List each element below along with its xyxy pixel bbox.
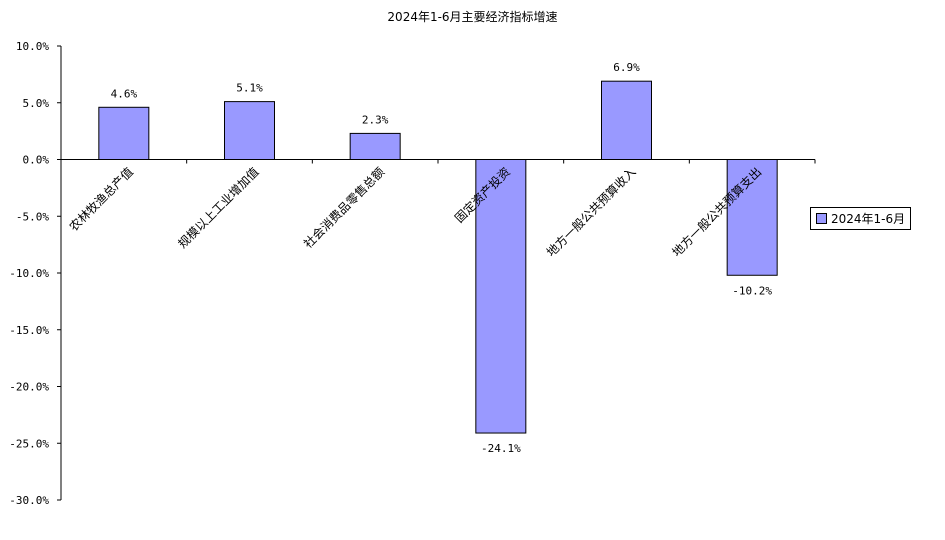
data-label: -10.2%: [732, 284, 772, 297]
legend-swatch: [816, 213, 827, 224]
bar: [475, 159, 527, 434]
x-tick-label: 规模以上工业增加值: [175, 164, 262, 251]
x-tick-label: 地方一般公共预算收入: [543, 164, 638, 259]
y-tick-label: 5.0%: [23, 97, 50, 110]
y-tick-label: -30.0%: [9, 494, 49, 507]
bar: [726, 159, 778, 276]
legend-label: 2024年1-6月: [831, 212, 906, 226]
bar: [349, 132, 401, 161]
data-label: 5.1%: [236, 82, 263, 95]
y-tick-label: 10.0%: [16, 40, 49, 53]
x-tick-label: 社会消费品零售总额: [300, 164, 387, 251]
y-tick-label: -5.0%: [16, 210, 49, 223]
y-tick-label: -15.0%: [9, 324, 49, 337]
chart-title: 2024年1-6月主要经济指标增速: [387, 10, 558, 24]
data-label: -24.1%: [481, 442, 521, 455]
data-label: 2.3%: [362, 113, 389, 126]
legend: 2024年1-6月: [810, 207, 912, 230]
bar: [601, 80, 652, 160]
y-tick-label: -20.0%: [9, 381, 49, 394]
bar: [98, 106, 150, 160]
x-tick-label: 农林牧渔总产值: [66, 164, 136, 234]
data-label: 4.6%: [111, 87, 138, 100]
data-label: 6.9%: [613, 61, 640, 74]
y-tick-label: 0.0%: [23, 154, 50, 167]
y-tick-label: -25.0%: [9, 437, 49, 450]
bar: [224, 101, 275, 160]
y-tick-label: -10.0%: [9, 267, 49, 280]
